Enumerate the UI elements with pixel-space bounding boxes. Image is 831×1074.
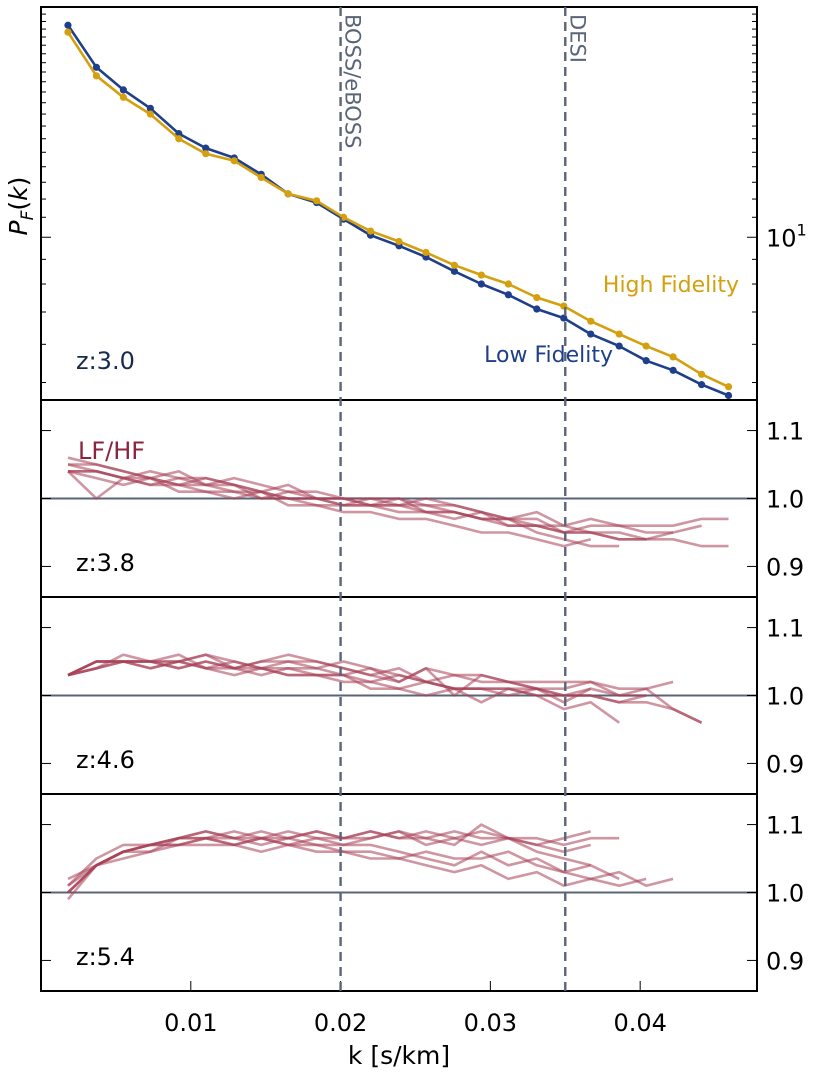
x-tick-label: 0.04 [613, 1009, 666, 1037]
data-point-low-fidelity [560, 314, 568, 322]
x-axis: 0.01 0.02 0.03 0.04 k [s/km] [164, 981, 667, 1070]
y-tick-label-base: 10 [766, 224, 797, 252]
ratio-line-5 [67, 836, 674, 894]
data-point-low-fidelity [642, 357, 650, 365]
y-tick-label: 0.9 [766, 750, 804, 778]
data-point-high-fidelity [615, 330, 623, 338]
data-point-high-fidelity [724, 383, 733, 391]
y-tick-label: 1.1 [766, 418, 804, 446]
y-tick-label-exponent: 1 [797, 220, 807, 239]
data-point-low-fidelity [587, 330, 595, 338]
y-tick-label: 0.9 [766, 553, 804, 581]
ratio-line-6 [67, 660, 647, 704]
ratio-line-3 [67, 456, 702, 534]
vline-label-1: BOSS/eBOSS [341, 14, 365, 148]
panel-1: 101 PF(k) High Fidelity Low Fidelity z:3.0 [4, 6, 807, 401]
ratio-line-6 [68, 469, 729, 534]
data-point-high-fidelity [175, 135, 183, 143]
ratio-line-4 [67, 470, 729, 548]
y-axis-label: PF(k) [4, 177, 38, 236]
ratio-line-6 [67, 843, 647, 901]
panel-annotation: z:4.6 [76, 746, 135, 774]
panel-3: 0.9 1.0 1.1 z:4.6 [40, 596, 804, 795]
overlay-group: BOSS/eBOSS DESI [339, 7, 589, 991]
data-point-low-fidelity [697, 381, 706, 389]
data-point-high-fidelity [284, 190, 292, 198]
y-tick-label: 0.9 [766, 947, 804, 975]
data-point-low-fidelity [669, 366, 677, 374]
panel-annotation: z:3.8 [76, 549, 135, 577]
ratio-line-4 [67, 653, 674, 691]
data-point-low-fidelity [146, 104, 154, 112]
data-point-low-fidelity [615, 342, 623, 350]
x-tick-label: 0.02 [314, 1009, 367, 1037]
data-point-high-fidelity [504, 280, 512, 288]
data-point-low-fidelity [64, 21, 72, 29]
ratio-line-7 [67, 836, 620, 894]
y-tick-label: 1.0 [766, 683, 804, 711]
data-point-high-fidelity [230, 157, 238, 165]
y-tick-label: 1.0 [766, 486, 804, 514]
data-point-low-fidelity [450, 267, 459, 275]
data-point-low-fidelity [724, 391, 733, 400]
legend-low-fidelity: Low Fidelity [484, 343, 613, 368]
data-point-high-fidelity [64, 28, 72, 36]
x-tick-label: 0.03 [464, 1009, 517, 1037]
ratio-line-3 [67, 660, 620, 724]
series-line-high-fidelity [66, 31, 730, 388]
panel-annotation: z:5.4 [76, 943, 135, 971]
ratio-line-7 [67, 470, 592, 548]
data-point-high-fidelity [202, 150, 210, 158]
data-point-high-fidelity [146, 110, 154, 118]
data-point-high-fidelity [92, 72, 101, 80]
vline-label-2: DESI [565, 14, 589, 63]
panel-annotation: z:3.0 [76, 347, 135, 375]
data-point-high-fidelity [669, 353, 677, 361]
data-point-low-fidelity [477, 280, 485, 288]
y-tick-label: 101 [766, 220, 807, 252]
y-tick-label: 1.1 [766, 812, 804, 840]
y-tick-label: 1.0 [766, 880, 804, 908]
y-tick-label: 1.1 [766, 615, 804, 643]
data-point-high-fidelity [533, 293, 541, 302]
data-point-high-fidelity [422, 248, 430, 257]
panel-2: 0.9 1.0 1.1 LF/HF z:3.8 [40, 399, 804, 598]
ratio-line-7 [67, 653, 703, 724]
data-point-high-fidelity [313, 197, 321, 205]
data-point-high-fidelity [257, 173, 265, 182]
x-axis-label: k [s/km] [348, 1041, 450, 1070]
data-point-high-fidelity [477, 271, 485, 279]
data-point-low-fidelity [92, 63, 101, 71]
panels-group: 101 PF(k) High Fidelity Low Fidelity z:3.0 0.… [4, 6, 807, 992]
data-point-low-fidelity [504, 291, 512, 299]
data-point-low-fidelity [202, 144, 210, 152]
x-tick-label: 0.01 [164, 1009, 217, 1037]
data-point-high-fidelity [119, 93, 127, 101]
series-label: LF/HF [78, 437, 145, 465]
data-point-high-fidelity [366, 227, 375, 235]
data-point-high-fidelity [642, 342, 650, 350]
legend-high-fidelity: High Fidelity [603, 273, 739, 298]
data-point-low-fidelity [533, 305, 541, 313]
data-point-high-fidelity [587, 317, 595, 325]
data-point-low-fidelity [175, 129, 183, 138]
ratio-line-2 [67, 823, 620, 887]
data-point-high-fidelity [395, 237, 403, 246]
panel-4: 0.9 1.0 1.1 z:5.4 [40, 793, 804, 992]
panel-frame [40, 793, 758, 992]
panel-frame [40, 6, 758, 401]
data-point-high-fidelity [450, 261, 459, 269]
data-point-low-fidelity [119, 86, 127, 94]
data-point-high-fidelity [697, 370, 706, 378]
